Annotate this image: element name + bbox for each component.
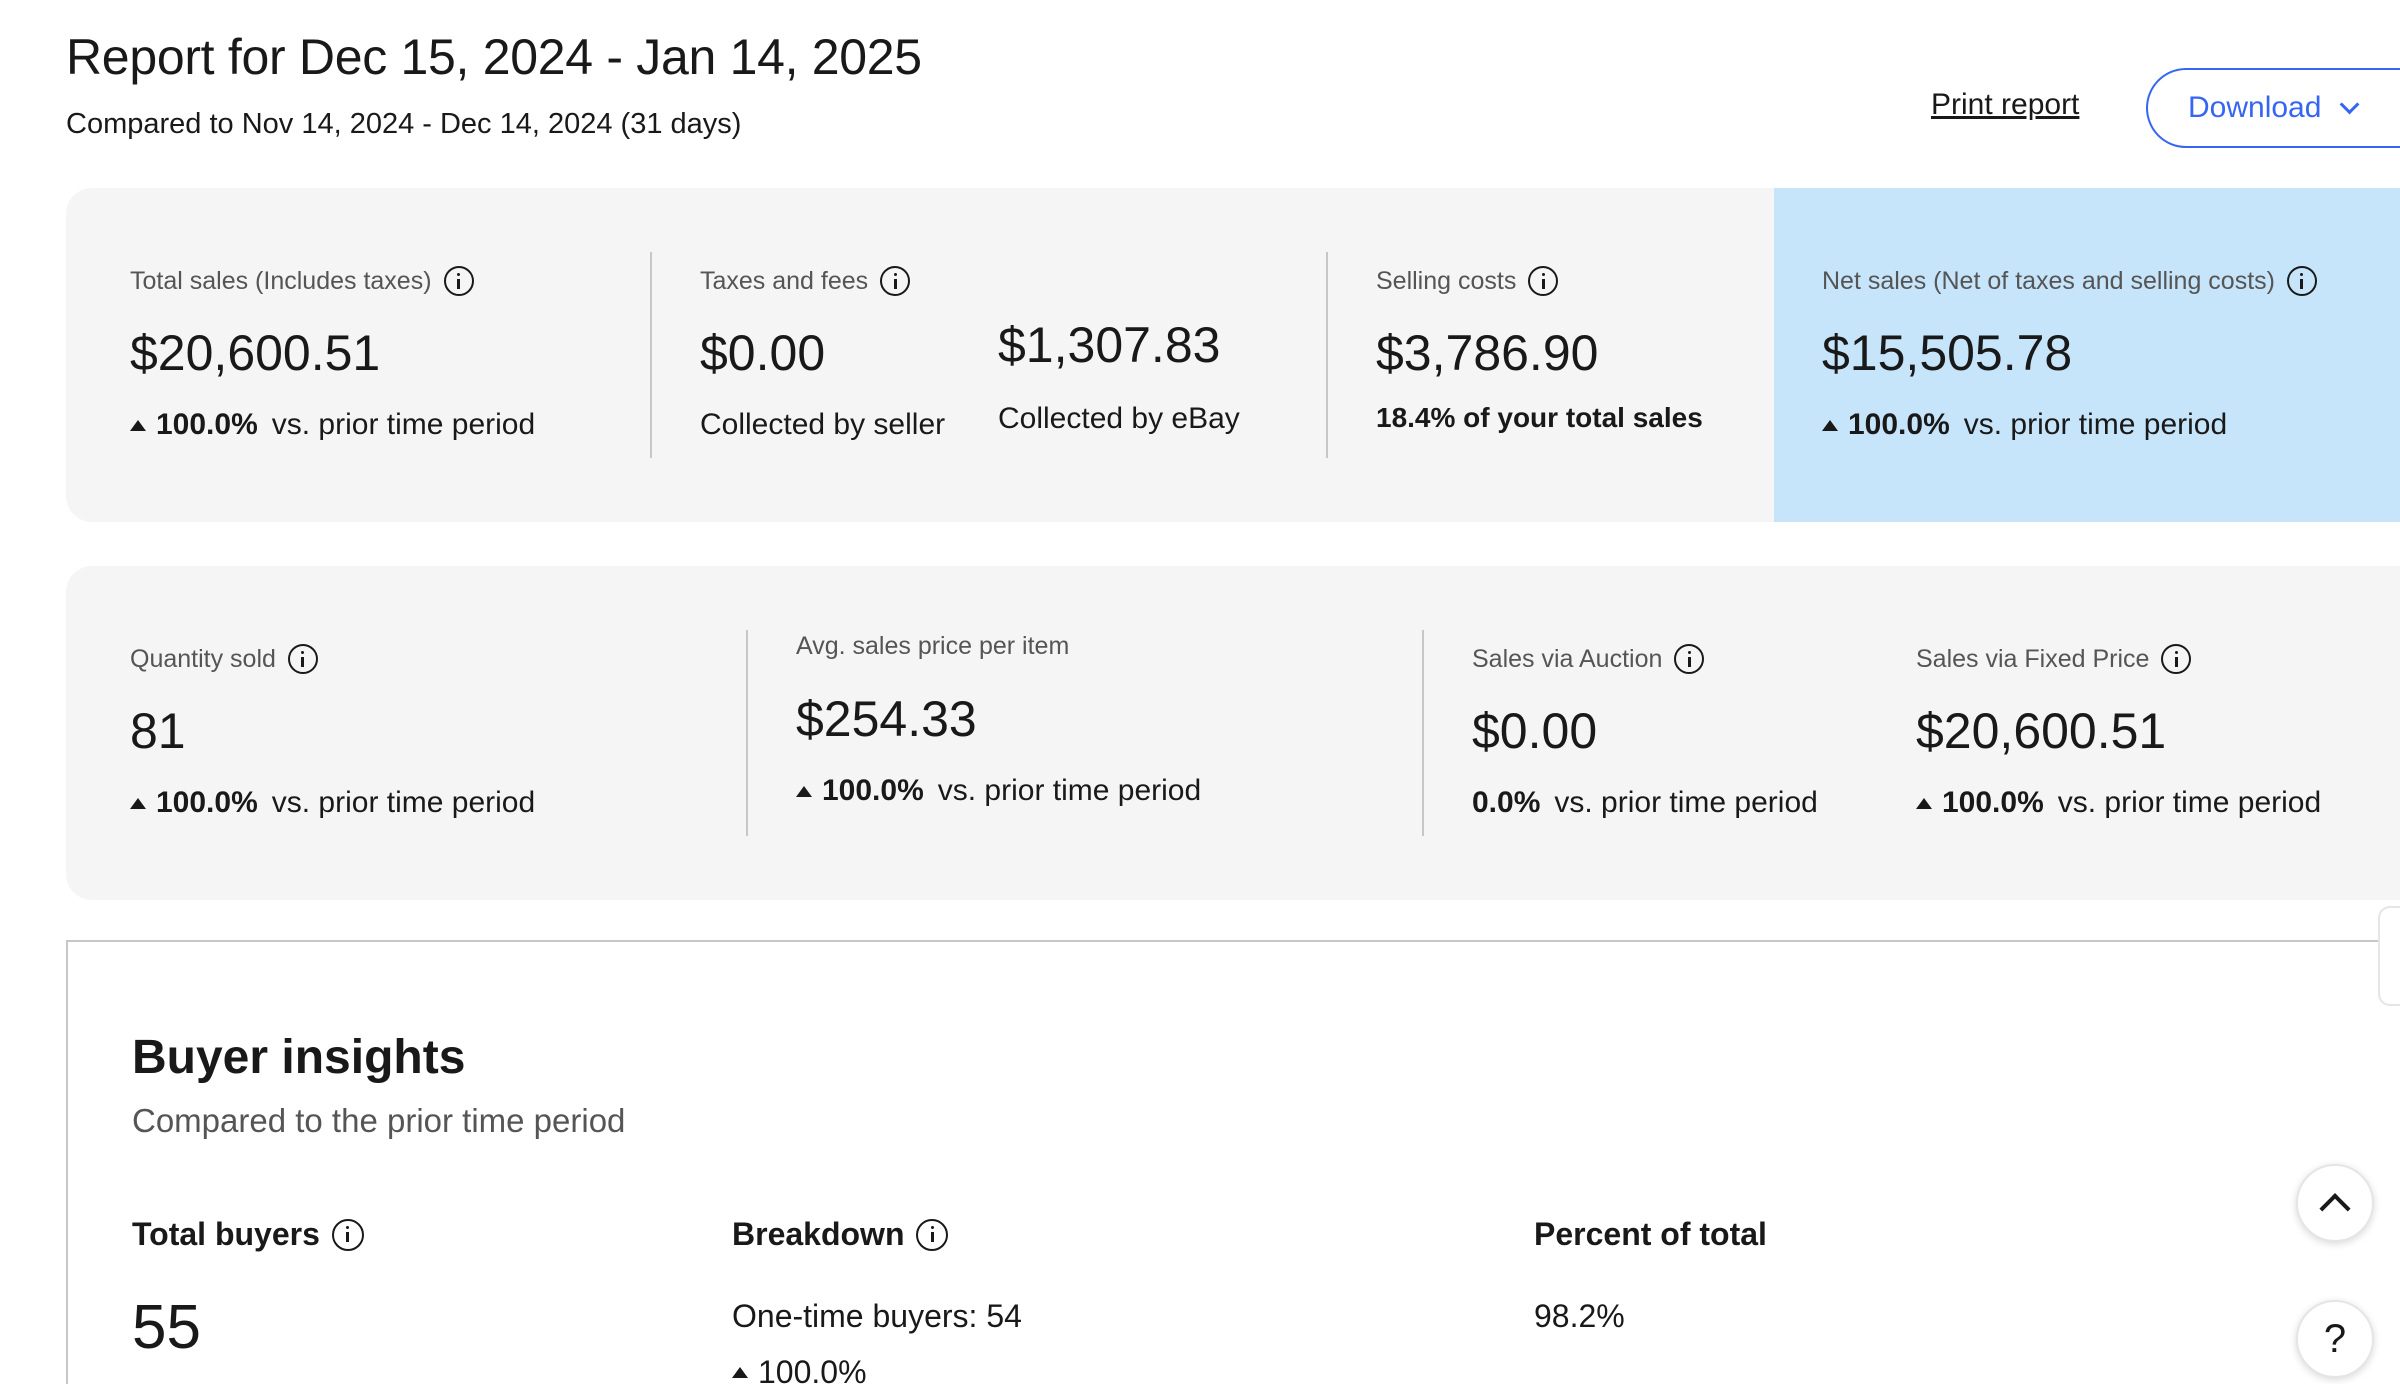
avg-price-label-row: Avg. sales price per item <box>796 632 1069 661</box>
auction-value: $0.00 <box>1472 703 1598 759</box>
total-sales-label-row: Total sales (Includes taxes) <box>130 266 474 296</box>
info-icon[interactable] <box>287 644 318 674</box>
total-sales-value: $20,600.51 <box>130 325 381 381</box>
total-buyers-value: 55 <box>132 1293 201 1362</box>
total-buyers-label: Total buyers <box>132 1216 320 1252</box>
buyer-insights-subtitle: Compared to the prior time period <box>132 1102 626 1139</box>
taxes-seller-label: Collected by seller <box>700 408 946 441</box>
feedback-side-tab[interactable] <box>2378 906 2400 1006</box>
page-title: Report for Dec 15, 2024 - Jan 14, 2025 <box>66 29 922 85</box>
one-time-buyers-percent: 98.2% <box>1534 1298 1625 1334</box>
divider <box>746 630 748 836</box>
auction-change: 0.0% <box>1472 786 1541 819</box>
chevron-up-icon <box>2319 1193 2351 1225</box>
info-icon[interactable] <box>880 266 911 296</box>
divider <box>650 252 652 458</box>
info-icon[interactable] <box>2161 644 2192 674</box>
net-sales-change: 100.0% <box>1848 408 1950 441</box>
arrow-up-icon <box>130 797 146 809</box>
net-sales-label-row: Net sales (Net of taxes and selling cost… <box>1822 266 2317 296</box>
net-sales-change-text: vs. prior time period <box>1963 408 2228 441</box>
total-sales-label: Total sales (Includes taxes) <box>130 266 432 295</box>
arrow-up-icon <box>732 1367 748 1378</box>
breakdown-header: Breakdown <box>732 1216 949 1253</box>
breakdown-label: Breakdown <box>732 1216 905 1252</box>
fixed-price-change: 100.0% <box>1942 786 2044 819</box>
avg-price-trend: 100.0% vs. prior time period <box>796 774 1201 808</box>
taxes-fees-label: Taxes and fees <box>700 266 869 295</box>
info-icon[interactable] <box>2286 266 2317 296</box>
quantity-sold-change-text: vs. prior time period <box>271 786 536 819</box>
auction-trend: 0.0% vs. prior time period <box>1472 786 1818 820</box>
quantity-sold-value: 81 <box>130 703 186 759</box>
taxes-seller-value: $0.00 <box>700 325 826 381</box>
taxes-fees-label-row: Taxes and fees <box>700 266 911 296</box>
fixed-price-label: Sales via Fixed Price <box>1916 644 2150 673</box>
auction-label: Sales via Auction <box>1472 644 1663 673</box>
info-icon[interactable] <box>916 1218 949 1251</box>
selling-costs-note: 18.4% of your total sales <box>1376 402 1703 433</box>
avg-price-change: 100.0% <box>822 774 924 807</box>
net-sales-value: $15,505.78 <box>1822 325 2073 381</box>
avg-price-label: Avg. sales price per item <box>796 632 1070 660</box>
quantity-sold-trend: 100.0% vs. prior time period <box>130 786 535 820</box>
arrow-up-icon <box>1822 419 1838 431</box>
comparison-period: Compared to Nov 14, 2024 - Dec 14, 2024 … <box>66 108 742 140</box>
sales-details-card: Quantity sold 81 100.0% vs. prior time p… <box>66 566 2400 900</box>
sales-summary-card: Total sales (Includes taxes) $20,600.51 … <box>66 188 2400 522</box>
download-button[interactable]: Download <box>2146 68 2400 148</box>
quantity-sold-label-row: Quantity sold <box>130 644 318 674</box>
info-icon[interactable] <box>1528 266 1559 296</box>
one-time-buyers: One-time buyers: 54 <box>732 1298 1022 1334</box>
auction-change-text: vs. prior time period <box>1554 786 1818 819</box>
quantity-sold-change: 100.0% <box>156 786 258 819</box>
arrow-up-icon <box>1916 797 1932 809</box>
scroll-to-top-button[interactable] <box>2296 1164 2374 1242</box>
total-sales-trend: 100.0% vs. prior time period <box>130 408 535 442</box>
percent-header: Percent of total <box>1534 1216 1767 1253</box>
fixed-price-label-row: Sales via Fixed Price <box>1916 644 2192 674</box>
one-time-buyers-trend: 100.0% <box>732 1354 867 1384</box>
info-icon[interactable] <box>331 1218 364 1251</box>
info-icon[interactable] <box>443 266 474 296</box>
fixed-price-value: $20,600.51 <box>1916 703 2167 759</box>
avg-price-value: $254.33 <box>796 691 977 747</box>
divider <box>1326 252 1328 458</box>
help-icon: ? <box>2323 1316 2347 1361</box>
buyer-insights-title: Buyer insights <box>132 1031 466 1084</box>
chevron-down-icon <box>2340 94 2360 115</box>
fixed-price-trend: 100.0% vs. prior time period <box>1916 786 2321 820</box>
quantity-sold-label: Quantity sold <box>130 644 276 673</box>
taxes-ebay-value: $1,307.83 <box>998 317 1221 373</box>
info-icon[interactable] <box>1674 644 1705 674</box>
percent-label: Percent of total <box>1534 1216 1767 1252</box>
arrow-up-icon <box>796 785 812 797</box>
net-sales-trend: 100.0% vs. prior time period <box>1822 408 2227 442</box>
one-time-buyers-change: 100.0% <box>758 1354 867 1384</box>
print-report-link[interactable]: Print report <box>1931 88 2080 121</box>
auction-label-row: Sales via Auction <box>1472 644 1705 674</box>
net-sales-highlight <box>1774 188 2400 522</box>
taxes-ebay-label: Collected by eBay <box>998 402 1240 435</box>
selling-costs-value: $3,786.90 <box>1376 325 1599 381</box>
total-sales-change: 100.0% <box>156 408 258 441</box>
help-button[interactable]: ? <box>2296 1300 2374 1378</box>
selling-costs-label: Selling costs <box>1376 266 1517 295</box>
divider <box>1422 630 1424 836</box>
download-label: Download <box>2188 91 2322 124</box>
buyer-insights-panel: Buyer insights Compared to the prior tim… <box>66 940 2400 1384</box>
fixed-price-change-text: vs. prior time period <box>2057 786 2322 819</box>
selling-costs-label-row: Selling costs <box>1376 266 1559 296</box>
total-sales-change-text: vs. prior time period <box>271 408 536 441</box>
avg-price-change-text: vs. prior time period <box>937 774 1202 807</box>
arrow-up-icon <box>130 419 146 431</box>
net-sales-label: Net sales (Net of taxes and selling cost… <box>1822 266 2275 295</box>
total-buyers-header: Total buyers <box>132 1216 364 1253</box>
